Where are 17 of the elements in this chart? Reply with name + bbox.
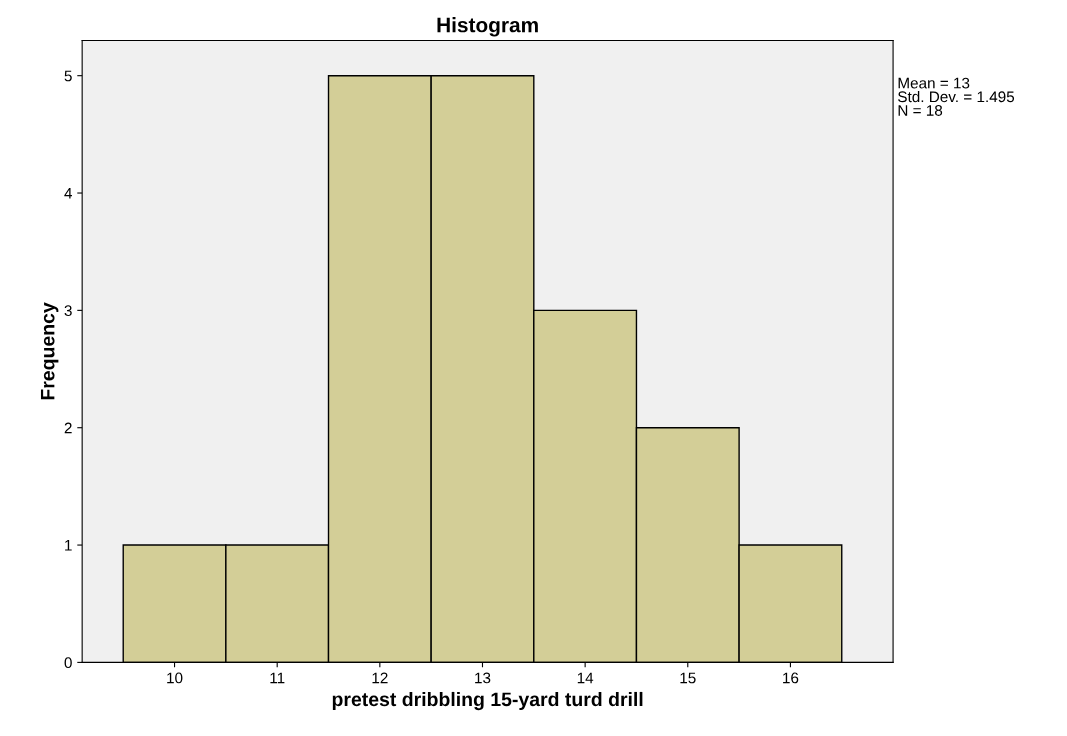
y-tick-label: 1 bbox=[65, 540, 72, 551]
y-tick-label: 4 bbox=[64, 188, 72, 199]
y-tick-label: 3 bbox=[64, 305, 72, 317]
x-tick-label: 10 bbox=[167, 672, 183, 684]
y-tick-label: 0 bbox=[64, 657, 72, 669]
y-axis-title: Frequency bbox=[40, 302, 59, 400]
y-tick-label: 2 bbox=[64, 422, 72, 434]
x-tick-label: 14 bbox=[577, 672, 594, 684]
x-tick-label: 13 bbox=[475, 672, 491, 684]
x-tick-label: 11 bbox=[270, 672, 285, 684]
chart-title: Histogram bbox=[437, 17, 538, 37]
y-tick-label: 5 bbox=[64, 70, 72, 82]
x-tick-label: 16 bbox=[783, 672, 799, 684]
x-axis-title: pretest dribbling 15-yard turd drill bbox=[332, 691, 643, 711]
x-tick-label: 15 bbox=[680, 672, 696, 684]
x-tick-label: 12 bbox=[372, 672, 388, 684]
text: Mean = 13 Std. Dev. = 1.495 N = 18 bbox=[898, 77, 1015, 116]
